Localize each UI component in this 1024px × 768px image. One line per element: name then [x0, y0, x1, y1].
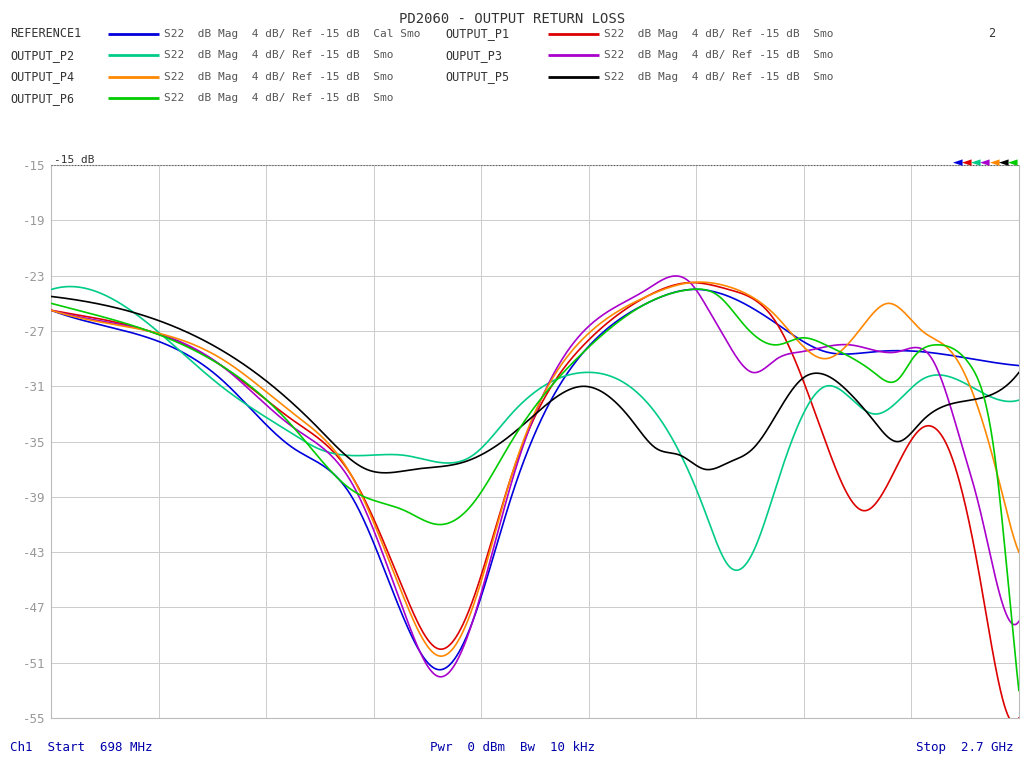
Text: OUTPUT_P5: OUTPUT_P5	[445, 71, 510, 83]
Text: ◄: ◄	[1008, 157, 1018, 169]
Text: ◄: ◄	[971, 157, 981, 169]
Text: Pwr  0 dBm  Bw  10 kHz: Pwr 0 dBm Bw 10 kHz	[429, 741, 595, 754]
Text: OUTPUT_P6: OUTPUT_P6	[10, 92, 75, 104]
Text: S22  dB Mag  4 dB/ Ref -15 dB  Smo: S22 dB Mag 4 dB/ Ref -15 dB Smo	[164, 50, 393, 61]
Text: 2: 2	[988, 28, 995, 40]
Text: S22  dB Mag  4 dB/ Ref -15 dB  Smo: S22 dB Mag 4 dB/ Ref -15 dB Smo	[604, 71, 834, 82]
Text: S22  dB Mag  4 dB/ Ref -15 dB  Smo: S22 dB Mag 4 dB/ Ref -15 dB Smo	[164, 71, 393, 82]
Text: ◄: ◄	[952, 157, 963, 169]
Text: Ch1  Start  698 MHz: Ch1 Start 698 MHz	[10, 741, 153, 754]
Text: ◄: ◄	[962, 157, 972, 169]
Text: Stop  2.7 GHz: Stop 2.7 GHz	[916, 741, 1014, 754]
Text: PD2060 - OUTPUT RETURN LOSS: PD2060 - OUTPUT RETURN LOSS	[399, 12, 625, 25]
Text: OUPUT_P3: OUPUT_P3	[445, 49, 503, 61]
Text: REFERENCE1: REFERENCE1	[10, 28, 82, 40]
Text: ◄: ◄	[998, 157, 1009, 169]
Text: OUTPUT_P4: OUTPUT_P4	[10, 71, 75, 83]
Text: OUTPUT_P2: OUTPUT_P2	[10, 49, 75, 61]
Text: S22  dB Mag  4 dB/ Ref -15 dB  Smo: S22 dB Mag 4 dB/ Ref -15 dB Smo	[604, 28, 834, 39]
Text: ◄: ◄	[989, 157, 999, 169]
Text: -15 dB: -15 dB	[53, 155, 94, 165]
Text: S22  dB Mag  4 dB/ Ref -15 dB  Smo: S22 dB Mag 4 dB/ Ref -15 dB Smo	[164, 93, 393, 104]
Text: ◄: ◄	[980, 157, 990, 169]
Text: S22  dB Mag  4 dB/ Ref -15 dB  Cal Smo: S22 dB Mag 4 dB/ Ref -15 dB Cal Smo	[164, 28, 420, 39]
Text: S22  dB Mag  4 dB/ Ref -15 dB  Smo: S22 dB Mag 4 dB/ Ref -15 dB Smo	[604, 50, 834, 61]
Text: OUTPUT_P1: OUTPUT_P1	[445, 28, 510, 40]
